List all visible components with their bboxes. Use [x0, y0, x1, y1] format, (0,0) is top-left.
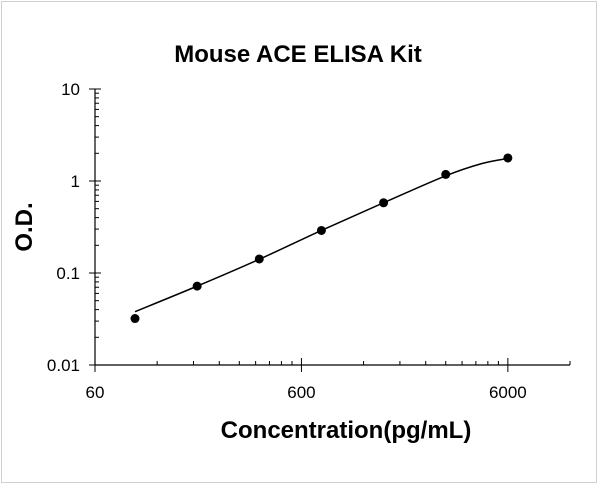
fit-curve-layer [134, 157, 509, 313]
data-point [130, 314, 140, 324]
x-tick-label: 6000 [489, 383, 527, 402]
y-tick-label: 0.1 [56, 264, 80, 283]
data-point [192, 281, 202, 291]
x-tick-label: 60 [86, 383, 105, 402]
axes [89, 88, 571, 372]
data-point [503, 153, 513, 163]
x-tick-label: 600 [287, 383, 315, 402]
y-axis-title: O.D. [11, 202, 38, 251]
fit-curve-line [134, 157, 509, 313]
y-tick-label: 10 [61, 80, 80, 99]
data-point [254, 254, 264, 264]
data-point [316, 225, 326, 235]
data-points-layer [130, 153, 513, 324]
chart-title: Mouse ACE ELISA Kit [174, 41, 422, 68]
x-axis-title: Concentration(pg/mL) [221, 417, 472, 444]
x-tick-labels: 60 600 6000 [86, 383, 527, 402]
data-point [441, 169, 451, 179]
data-point [379, 198, 389, 208]
y-tick-labels: 10 1 0.1 0.01 [47, 80, 80, 375]
y-tick-label: 0.01 [47, 356, 80, 375]
y-tick-label: 1 [71, 172, 80, 191]
